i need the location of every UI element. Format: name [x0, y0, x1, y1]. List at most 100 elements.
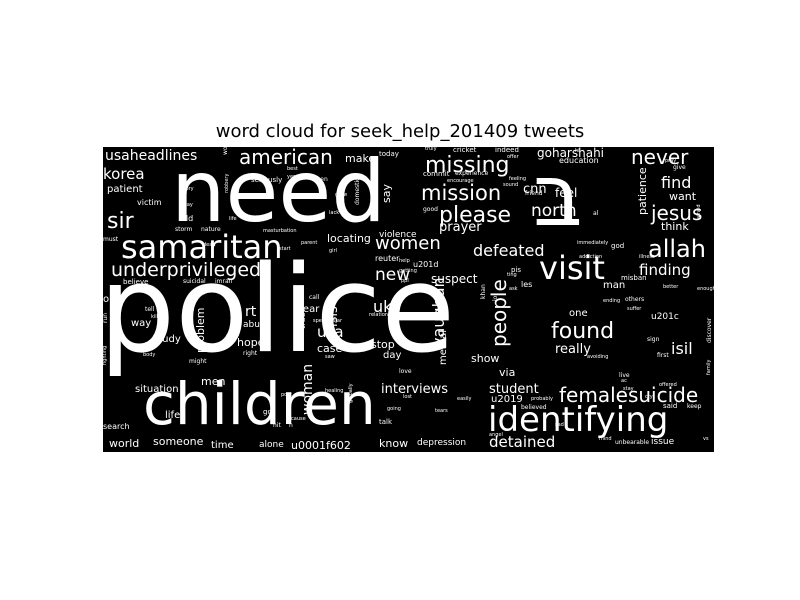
word-ppl: ppl	[401, 278, 409, 284]
word-must: must	[103, 236, 119, 243]
word-u201d: u201d	[413, 260, 439, 269]
word-reuter: reuter	[375, 254, 400, 263]
word-talk: talk	[379, 418, 393, 426]
word-cry: cry	[645, 394, 653, 400]
word-usa: usa	[317, 323, 344, 341]
word-les: les	[521, 280, 533, 289]
word-true: true	[298, 312, 307, 329]
word-sign: sign	[647, 336, 660, 343]
word-violence: violence	[379, 230, 417, 240]
word-day: day	[383, 350, 402, 361]
word-stop: stop	[371, 338, 395, 351]
word-sound: sound	[503, 182, 519, 188]
word-easily: easily	[457, 396, 472, 402]
word-ac: ac	[621, 378, 627, 384]
word-new: new	[375, 265, 411, 285]
word-live: live	[619, 372, 630, 379]
word-suspect: suspect	[431, 272, 478, 286]
word-taken: taken	[311, 176, 328, 183]
word-said: said	[663, 402, 678, 410]
word-interviews: interviews	[381, 382, 448, 397]
word-spectacular: spectacular	[313, 318, 343, 324]
word-khan: khan	[480, 284, 487, 299]
word-case: case	[317, 342, 343, 355]
word-getting: getting	[399, 268, 417, 274]
word-via: via	[499, 366, 516, 379]
word-u201c: u201c	[651, 312, 679, 322]
word-angel: angel	[489, 432, 503, 438]
word-american: american	[239, 147, 333, 169]
word-year: year	[297, 304, 320, 315]
word-n: n	[289, 422, 293, 429]
word-suicidal: suicidal	[183, 278, 206, 285]
word-o: o	[103, 294, 110, 305]
word-sir: sir	[107, 209, 134, 234]
word-ending: ending	[603, 298, 621, 304]
word-cloud-canvas: police need children ב identifying samar…	[103, 147, 714, 452]
word-okay: okay	[181, 202, 193, 208]
word-stay: stay	[623, 386, 634, 392]
word-misban: misban	[621, 274, 647, 282]
word-hit: hit	[273, 422, 281, 429]
word-afraid: afraid	[696, 204, 702, 219]
word-experience: experience	[455, 170, 489, 177]
word-ask: ask	[509, 286, 518, 292]
word-woman: woman	[300, 363, 316, 415]
word-yes: yes	[287, 174, 296, 180]
word-run: run	[103, 312, 109, 323]
word-lack: lack	[329, 210, 340, 216]
word-know: know	[379, 437, 409, 450]
word-usaheadlines: usaheadlines	[105, 148, 198, 164]
word-never: never	[631, 147, 689, 169]
word-uk: uk	[373, 297, 393, 316]
word-time: time	[211, 440, 234, 451]
word-discover: discover	[706, 317, 713, 343]
word-dead: dead	[203, 242, 216, 248]
word-globally: globally	[348, 383, 354, 403]
word-relationship: relationship	[369, 312, 399, 318]
word-visit: visit	[539, 249, 605, 287]
word-addiction: addiction	[579, 254, 603, 260]
word-student: student	[489, 382, 539, 397]
word-pray: pray	[665, 158, 677, 164]
word-one: one	[569, 308, 588, 319]
word-education: education	[559, 156, 599, 165]
word-immediately: immediately	[577, 240, 609, 246]
word-old: old	[181, 214, 194, 223]
word-want: want	[669, 190, 697, 203]
word-better: better	[663, 284, 679, 290]
word-truly: truly	[425, 147, 437, 152]
word-north: north	[531, 201, 577, 221]
word-hard: hard	[145, 342, 157, 348]
word-cnn: cnn	[523, 182, 547, 197]
word-search: search	[103, 422, 130, 431]
word-really: really	[555, 342, 591, 357]
word-suffer: suffer	[627, 306, 642, 312]
word-prayer: prayer	[439, 220, 482, 235]
word-underprivileged: underprivileged	[111, 259, 262, 281]
word-life: life	[165, 410, 181, 421]
word-feeling: feeling	[509, 176, 527, 182]
word-body: body	[143, 352, 156, 358]
word-commit: commit	[423, 170, 450, 178]
word-might: might	[189, 358, 207, 365]
word-people: people	[487, 279, 511, 347]
word-patient: patient	[107, 184, 143, 195]
word-best: best	[287, 166, 298, 172]
word-life-small: life	[229, 216, 237, 222]
word-say: say	[380, 184, 393, 203]
word-femalesuicide: femalesuicide	[559, 383, 699, 407]
word-mind: mind	[599, 436, 612, 442]
word-study: study	[153, 334, 181, 345]
word-alone: alone	[259, 440, 284, 450]
word-cloud-title: word cloud for seek_help_201409 tweets	[215, 121, 585, 142]
word-post: post	[281, 392, 292, 398]
word-lol: lol	[492, 293, 499, 301]
word-offer: offer	[507, 154, 519, 160]
word-victim: victim	[137, 198, 162, 207]
word-children: children	[143, 370, 376, 438]
word-keep: keep	[687, 403, 702, 410]
word-situation: situation	[135, 384, 179, 395]
word-think: think	[661, 220, 689, 233]
word-encourage: encourage	[447, 178, 474, 184]
